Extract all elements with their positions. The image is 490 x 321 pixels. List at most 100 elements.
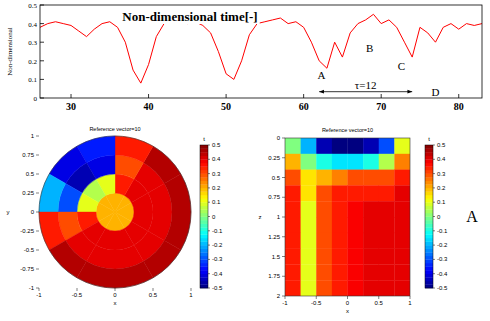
x-tick [303,94,304,98]
colorbar-tick [433,159,435,160]
annotation: C [398,60,405,72]
colorbar-band [425,145,433,149]
y-axis-title: Non-dimensional [6,27,14,76]
colorbar-band [425,177,433,181]
reference-label: Reference vector=10 [322,127,373,133]
y-tick-label: 0.25 [22,190,34,196]
annotation: D [431,86,439,98]
cell [316,249,332,265]
cell [379,280,395,296]
y-tick [36,155,39,156]
colorbar-band [425,238,433,242]
y-tick [282,197,285,198]
label-patch [120,9,259,24]
colorbar-tick-label: 0.2 [212,185,221,191]
cell [316,185,332,201]
colorbar-tick [208,259,210,260]
colorbar-frame [425,145,433,288]
y-tick-label: 0.3 [28,39,37,47]
colorbar-tick [433,230,435,231]
colorbar-title: t [428,136,430,142]
x-tick-label: 0.5 [375,300,384,306]
colorbar-tick-label: -0.1 [212,228,223,234]
colorbar-tick [208,159,210,160]
colorbar-band [425,249,433,253]
cell [332,264,348,280]
colorbar-band [425,267,433,271]
colorbar-tick [433,273,435,274]
colorbar-band [200,163,208,167]
cell [379,249,395,265]
cell [316,201,332,217]
panel-label: A [466,208,478,225]
cell [379,217,395,233]
colorbar-band [425,195,433,199]
cell [301,170,317,186]
colorbar-tick-label: -0.5 [437,285,448,291]
colorbar-band [200,170,208,174]
cell [348,233,364,249]
x-tick-label: 30 [66,101,76,112]
cell [285,249,301,265]
y-tick [282,217,285,218]
colorbar-tick-label: 0 [212,214,216,220]
colorbar-band [425,181,433,185]
cell [348,138,364,154]
colorbar-band [200,149,208,153]
colorbar-tick-label: 0 [437,214,441,220]
cell [115,193,125,212]
colorbar-band [200,159,208,163]
colorbar-band [425,217,433,221]
cell [379,185,395,201]
y-tick-label: 0.5 [26,171,35,177]
colorbar-band [200,191,208,195]
cell [285,170,301,186]
x-tick-label: -1 [282,300,288,306]
colorbar-band [200,188,208,192]
colorbar-band [200,174,208,178]
colorbar-band [200,284,208,288]
cell [301,249,317,265]
cell [348,185,364,201]
y-tick-label: 1.5 [272,254,281,260]
colorbar-band [425,274,433,278]
cell [316,138,332,154]
cell [332,201,348,217]
colorbar-tick-label: -0.2 [437,242,448,248]
colorbar-band [425,270,433,274]
y-tick [282,276,285,277]
reference-label: Reference vector=10 [89,126,140,132]
y-tick-label: -1 [29,285,35,291]
colorbar-tick-label: 0.4 [437,156,446,162]
colorbar-tick-label: 0.2 [437,185,446,191]
colorbar-band [200,217,208,221]
cell [332,185,348,201]
colorbar-tick [208,245,210,246]
colorbar-band [200,245,208,249]
cell [316,217,332,233]
colorbar-band [200,234,208,238]
y-tick [282,236,285,237]
cell [363,138,379,154]
y-tick [40,42,44,43]
cell [332,138,348,154]
y-tick-label: 2 [277,293,281,299]
cell [332,170,348,186]
cell [285,280,301,296]
cell [96,203,115,213]
y-tick-label: -0.75 [20,266,34,272]
colorbar-tick [433,216,435,217]
cell [316,264,332,280]
colorbar-tick [208,173,210,174]
cell [379,264,395,280]
colorbar-tick-label: -0.2 [212,242,223,248]
y-tick-label: 0.25 [268,155,280,161]
cell [301,217,317,233]
colorbar-band [200,181,208,185]
cell [115,212,134,222]
x-tick-label: 1 [189,292,193,298]
colorbar-tick-label: 0.5 [212,142,221,148]
colorbar-band [200,252,208,256]
colorbar-band [200,281,208,285]
cell [363,217,379,233]
